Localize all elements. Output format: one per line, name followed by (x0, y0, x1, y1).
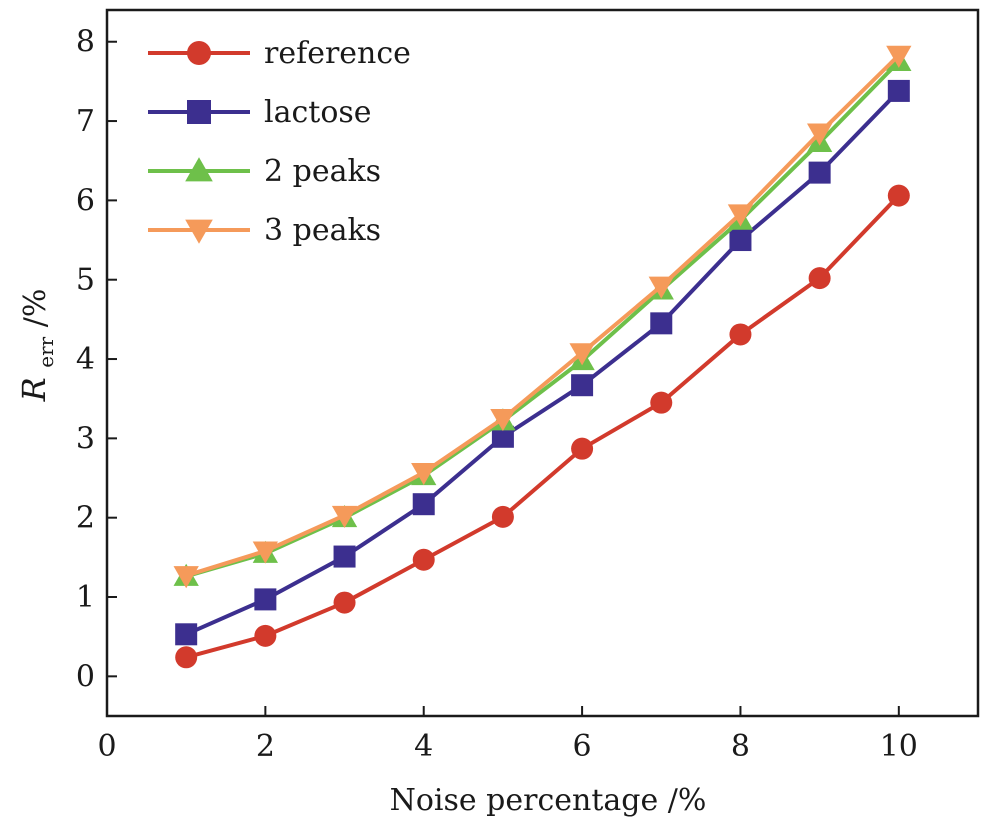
data-point-lactose (808, 161, 831, 184)
data-point-lactose (254, 588, 277, 611)
legend: reference lactose 2 peaks 3 peaks (148, 36, 411, 248)
y-tick-label: 4 (76, 342, 95, 377)
legend-label-lactose: lactose (264, 95, 372, 130)
series-group (173, 45, 912, 669)
y-tick-label: 2 (76, 501, 95, 536)
legend-marker-2-peaks (185, 157, 213, 182)
data-point-3-peaks (252, 541, 279, 564)
x-tick-label: 10 (880, 729, 918, 764)
data-point-reference (729, 323, 752, 346)
legend-item-3-peaks: 3 peaks (148, 213, 381, 248)
data-point-3-peaks (411, 462, 437, 486)
x-tick-label: 8 (731, 729, 750, 764)
plot-frame (105, 8, 980, 718)
series-line-2-peaks (185, 60, 901, 579)
x-tick-label: 6 (573, 729, 592, 764)
data-point-reference (571, 437, 594, 460)
y-axis-title: R err /% (15, 289, 61, 403)
y-tick-label: 7 (76, 104, 95, 139)
y-axis-title-main: R (15, 377, 53, 402)
legend-item-lactose: lactose (148, 95, 372, 130)
data-point-3-peaks (569, 343, 595, 366)
y-axis-title-unit: /% (18, 289, 53, 328)
series-3-peaks (173, 45, 912, 589)
x-axis-title: Noise percentage /% (390, 783, 707, 818)
axes: 0 2 4 6 8 10 0 1 2 3 4 5 6 7 8 (76, 8, 980, 764)
data-point-lactose (729, 229, 752, 252)
data-point-reference (412, 548, 435, 571)
y-tick-label: 0 (76, 659, 95, 694)
y-tick-label: 3 (76, 421, 95, 456)
data-point-3-peaks (173, 566, 199, 589)
series-2-peaks (173, 48, 912, 586)
data-point-lactose (887, 79, 910, 102)
legend-marker-3-peaks (185, 219, 213, 244)
legend-marker-reference (187, 41, 211, 65)
y-tick-label: 1 (76, 580, 95, 615)
data-point-reference (808, 267, 831, 290)
data-point-lactose (175, 623, 198, 646)
y-tick-label: 6 (76, 183, 95, 218)
y-axis-title-subscript: err (34, 336, 58, 367)
y-tick-label: 8 (76, 25, 95, 60)
legend-item-2-peaks: 2 peaks (148, 154, 381, 189)
series-lactose (175, 79, 910, 646)
data-point-3-peaks (648, 276, 674, 299)
series-reference (175, 184, 910, 669)
data-point-lactose (571, 374, 594, 397)
data-point-3-peaks (806, 123, 833, 146)
x-tick-label: 4 (414, 729, 433, 764)
legend-marker-lactose (187, 100, 211, 124)
data-point-3-peaks (727, 204, 754, 227)
data-point-lactose (333, 545, 356, 568)
data-point-reference (254, 624, 277, 647)
data-point-3-peaks (331, 505, 358, 528)
y-tick-label: 5 (76, 263, 95, 298)
legend-label-3-peaks: 3 peaks (264, 213, 381, 248)
data-point-lactose (412, 493, 435, 516)
data-point-reference (887, 184, 910, 207)
data-point-reference (175, 646, 198, 669)
data-point-lactose (491, 425, 514, 448)
legend-label-reference: reference (264, 36, 411, 71)
data-point-reference (491, 505, 514, 528)
x-tick-label: 2 (256, 729, 275, 764)
series-line-3-peaks (185, 53, 901, 578)
x-tick-label: 0 (97, 729, 116, 764)
data-point-reference (333, 591, 356, 614)
data-point-3-peaks (490, 409, 516, 432)
data-point-3-peaks (886, 45, 912, 68)
series-line-lactose (185, 89, 901, 637)
legend-label-2-peaks: 2 peaks (264, 154, 381, 189)
data-point-reference (650, 391, 673, 414)
data-point-lactose (650, 312, 673, 335)
legend-item-reference: reference (148, 36, 411, 71)
series-line-reference (185, 194, 901, 660)
